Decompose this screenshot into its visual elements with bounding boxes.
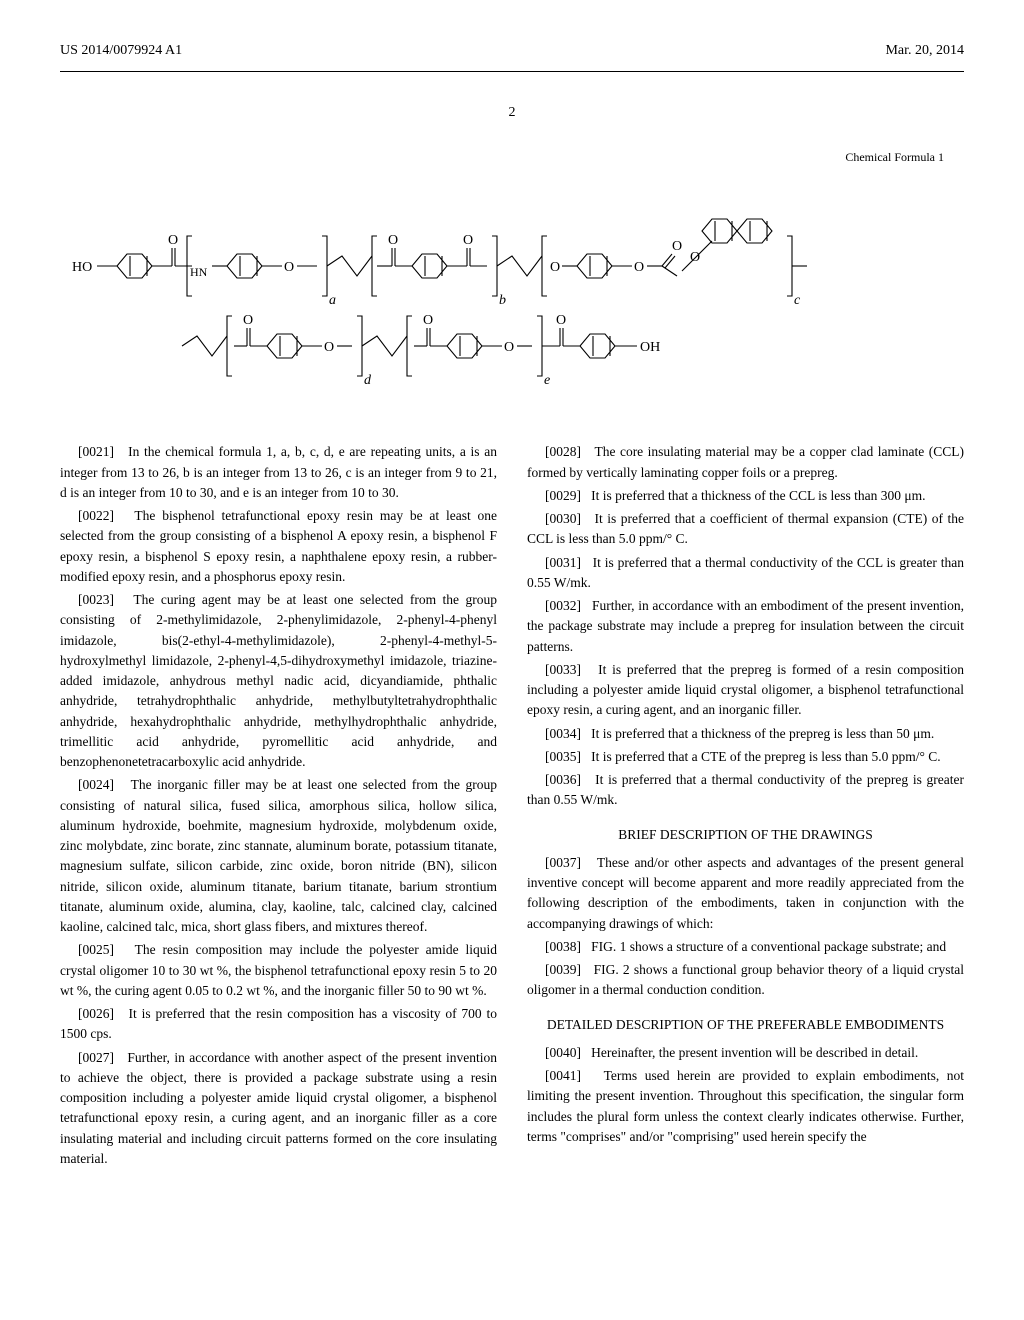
section-heading-drawings: BRIEF DESCRIPTION OF THE DRAWINGS [527, 825, 964, 845]
svg-text:O: O [634, 260, 644, 275]
paragraph: [0031] It is preferred that a thermal co… [527, 553, 964, 594]
paragraph-number: [0030] [545, 511, 595, 526]
paragraph-block-detailed: [0040] Hereinafter, the present inventio… [527, 1043, 964, 1147]
paragraph: [0024] The inorganic filler may be at le… [60, 775, 497, 937]
paragraph: [0032] Further, in accordance with an em… [527, 596, 964, 657]
paragraph-text: The curing agent may be at least one sel… [60, 592, 497, 769]
paragraph-number: [0025] [78, 942, 135, 957]
paragraph: [0038] FIG. 1 shows a structure of a con… [527, 937, 964, 957]
paragraph-number: [0041] [545, 1068, 604, 1083]
svg-text:e: e [544, 373, 550, 388]
paragraph: [0022] The bisphenol tetrafunctional epo… [60, 506, 497, 587]
svg-text:O: O [504, 340, 514, 355]
paragraph: [0037] These and/or other aspects and ad… [527, 853, 964, 934]
body-columns: [0021] In the chemical formula 1, a, b, … [60, 442, 964, 1169]
paragraph-number: [0039] [545, 962, 594, 977]
paragraph-text: It is preferred that a thermal conductiv… [527, 555, 964, 590]
svg-text:O: O [556, 313, 566, 328]
paragraph-number: [0036] [545, 772, 595, 787]
chemical-formula-label: Chemical Formula 1 [60, 148, 964, 166]
paragraph-text: It is preferred that a thickness of the … [591, 488, 925, 503]
svg-text:O: O [284, 260, 294, 275]
paragraph: [0036] It is preferred that a thermal co… [527, 770, 964, 811]
paragraph-number: [0022] [78, 508, 134, 523]
paragraph-number: [0033] [545, 662, 598, 677]
svg-text:O: O [388, 233, 398, 248]
paragraph: [0027] Further, in accordance with anoth… [60, 1048, 497, 1170]
page-header: US 2014/0079924 A1 Mar. 20, 2014 [60, 40, 964, 61]
paragraph-text: FIG. 1 shows a structure of a convention… [591, 939, 946, 954]
paragraph: [0028] The core insulating material may … [527, 442, 964, 483]
paragraph: [0026] It is preferred that the resin co… [60, 1004, 497, 1045]
svg-text:O: O [168, 233, 178, 248]
svg-text:O: O [550, 260, 560, 275]
svg-text:OH: OH [640, 340, 660, 355]
paragraph: [0041] Terms used herein are provided to… [527, 1066, 964, 1147]
paragraph-number: [0024] [78, 777, 131, 792]
paragraph: [0029] It is preferred that a thickness … [527, 486, 964, 506]
section-heading-detailed: DETAILED DESCRIPTION OF THE PREFERABLE E… [527, 1015, 964, 1035]
paragraph-text: Hereinafter, the present invention will … [591, 1045, 918, 1060]
svg-text:O: O [672, 239, 682, 254]
paragraph: [0025] The resin composition may include… [60, 940, 497, 1001]
paragraph-number: [0037] [545, 855, 597, 870]
svg-text:d: d [364, 373, 372, 388]
svg-text:HN: HN [190, 265, 208, 279]
paragraph-number: [0031] [545, 555, 593, 570]
paragraph-number: [0040] [545, 1045, 591, 1060]
paragraph-number: [0023] [78, 592, 133, 607]
svg-text:O: O [690, 250, 700, 265]
paragraph: [0034] It is preferred that a thickness … [527, 724, 964, 744]
svg-text:O: O [423, 313, 433, 328]
paragraph-text: Further, in accordance with another aspe… [60, 1050, 497, 1166]
svg-text:O: O [243, 313, 253, 328]
svg-text:O: O [324, 340, 334, 355]
chemical-formula-diagram: HO O HN O a O O [60, 176, 964, 416]
paragraph: [0021] In the chemical formula 1, a, b, … [60, 442, 497, 503]
svg-text:b: b [499, 293, 506, 308]
paragraph-number: [0032] [545, 598, 592, 613]
svg-text:HO: HO [72, 260, 92, 275]
paragraph: [0035] It is preferred that a CTE of the… [527, 747, 964, 767]
paragraph: [0033] It is preferred that the prepreg … [527, 660, 964, 721]
paragraph: [0040] Hereinafter, the present inventio… [527, 1043, 964, 1063]
paragraph-text: It is preferred that a CTE of the prepre… [591, 749, 941, 764]
paragraph-number: [0035] [545, 749, 591, 764]
svg-text:O: O [463, 233, 473, 248]
paragraph-block-drawings: [0037] These and/or other aspects and ad… [527, 853, 964, 1001]
paragraph-text: Further, in accordance with an embodimen… [527, 598, 964, 654]
paragraph-number: [0029] [545, 488, 591, 503]
paragraph-number: [0028] [545, 444, 594, 459]
page-number: 2 [60, 102, 964, 123]
paragraph: [0039] FIG. 2 shows a functional group b… [527, 960, 964, 1001]
paragraph-text: The inorganic filler may be at least one… [60, 777, 497, 934]
paragraph: [0030] It is preferred that a coefficien… [527, 509, 964, 550]
paragraph: [0023] The curing agent may be at least … [60, 590, 497, 772]
svg-text:a: a [329, 293, 336, 308]
publication-number: US 2014/0079924 A1 [60, 40, 182, 61]
paragraph-number: [0021] [78, 444, 128, 459]
paragraph-number: [0027] [78, 1050, 127, 1065]
header-divider [60, 71, 964, 72]
paragraph-number: [0026] [78, 1006, 129, 1021]
paragraph-number: [0034] [545, 726, 591, 741]
svg-text:c: c [794, 293, 801, 308]
publication-date: Mar. 20, 2014 [885, 40, 964, 61]
paragraph-text: It is preferred that a thickness of the … [591, 726, 934, 741]
paragraph-number: [0038] [545, 939, 591, 954]
